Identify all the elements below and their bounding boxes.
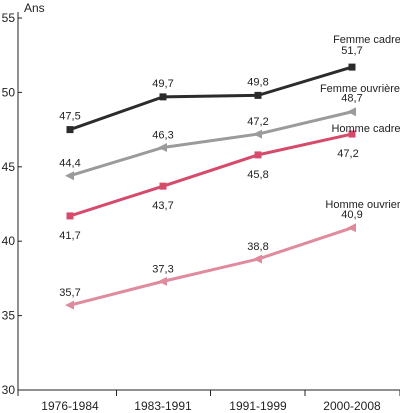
series-name-label-1: Femme ouvrière — [320, 83, 400, 95]
y-tick-label: 45 — [2, 160, 16, 174]
series-1-point-2 — [253, 129, 262, 139]
chart-series — [65, 63, 356, 310]
series-1-point-0 — [65, 171, 74, 181]
series-line-2 — [69, 132, 353, 218]
series-2-value-label-2: 45,8 — [247, 169, 268, 181]
x-tick-label: 1991-1999 — [229, 399, 287, 413]
y-tick-label: 50 — [2, 85, 16, 99]
series-1-point-3 — [347, 107, 356, 117]
series-name-label-2: Homme cadre — [331, 123, 400, 135]
series-2-value-label-0: 41,7 — [59, 230, 80, 242]
x-tick-label: 1983-1991 — [134, 399, 192, 413]
series-3-value-label-0: 35,7 — [59, 287, 80, 299]
series-2-point-0 — [66, 212, 74, 220]
series-3-point-0 — [65, 300, 74, 310]
series-2-value-label-1: 43,7 — [152, 200, 173, 212]
series-3-point-2 — [253, 254, 262, 264]
series-0-point-3 — [348, 63, 356, 71]
series-2-point-1 — [159, 182, 167, 190]
series-line-3 — [69, 226, 353, 307]
series-0-value-label-2: 49,8 — [247, 76, 268, 88]
y-tick-label: 35 — [2, 309, 16, 323]
series-2-value-label-3: 47,2 — [337, 148, 358, 160]
series-3-value-label-2: 38,8 — [247, 241, 268, 253]
series-0-point-2 — [254, 91, 262, 99]
series-0-value-label-3: 51,7 — [341, 45, 362, 57]
series-3-value-label-1: 37,3 — [152, 263, 173, 275]
series-line-0 — [69, 65, 353, 132]
series-3-value-label-3: 40,9 — [341, 209, 362, 221]
series-name-label-3: Homme ouvrier — [325, 199, 400, 211]
y-tick-label: 55 — [2, 11, 16, 25]
series-0-point-1 — [159, 93, 167, 101]
y-tick-label: 40 — [2, 234, 16, 248]
x-tick-label: 1976-1984 — [41, 399, 99, 413]
y-tick-label: 30 — [2, 383, 16, 397]
series-2-point-3 — [348, 130, 356, 138]
series-1-point-1 — [158, 142, 167, 152]
series-3-point-1 — [158, 276, 167, 286]
y-unit-label: Ans — [24, 1, 45, 15]
series-2-point-2 — [254, 151, 262, 159]
series-1-value-label-0: 44,4 — [59, 158, 80, 170]
series-0-point-0 — [66, 126, 74, 134]
series-1-value-label-2: 47,2 — [247, 116, 268, 128]
series-1-value-label-1: 46,3 — [152, 129, 173, 141]
series-0-value-label-0: 47,5 — [59, 111, 80, 123]
x-tick-label: 2000-2008 — [323, 399, 381, 413]
series-line-1 — [69, 110, 353, 178]
series-name-label-0: Femme cadre — [333, 34, 400, 46]
series-1-value-label-3: 48,7 — [341, 93, 362, 105]
series-0-value-label-1: 49,7 — [152, 78, 173, 90]
series-3-point-3 — [347, 223, 356, 233]
